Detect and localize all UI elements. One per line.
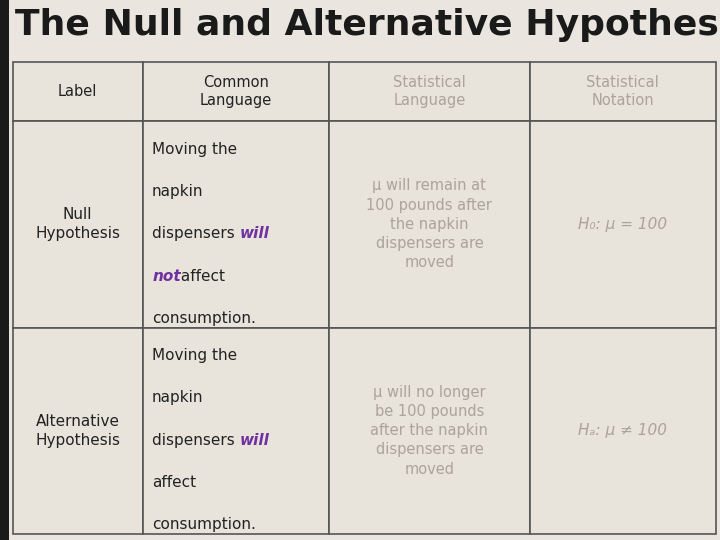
Bar: [329, 62, 530, 121]
Bar: [530, 121, 716, 327]
Text: affect: affect: [176, 268, 225, 284]
Text: The Null and Alternative Hypothesis: The Null and Alternative Hypothesis: [14, 8, 720, 42]
Bar: [329, 121, 530, 327]
Text: dispensers: dispensers: [152, 226, 240, 241]
Text: μ will remain at
100 pounds after
the napkin
dispensers are
moved: μ will remain at 100 pounds after the na…: [366, 178, 492, 270]
Bar: [143, 327, 329, 534]
Text: dispensers: dispensers: [152, 433, 240, 448]
Bar: [143, 121, 329, 327]
Text: Statistical
Language: Statistical Language: [393, 75, 466, 109]
Text: not: not: [152, 268, 181, 284]
Text: consumption.: consumption.: [152, 311, 256, 326]
Text: μ will no longer
be 100 pounds
after the napkin
dispensers are
moved: μ will no longer be 100 pounds after the…: [371, 385, 488, 477]
Text: Moving the: Moving the: [152, 141, 237, 157]
Bar: [13, 327, 143, 534]
Text: Statistical
Notation: Statistical Notation: [586, 75, 660, 109]
Text: consumption.: consumption.: [152, 517, 256, 532]
Bar: [530, 62, 716, 121]
Text: will: will: [240, 433, 269, 448]
Bar: [530, 327, 716, 534]
Text: will: will: [240, 226, 269, 241]
Bar: [13, 121, 143, 327]
Text: Label: Label: [58, 84, 97, 99]
Bar: [13, 62, 143, 121]
Text: affect: affect: [152, 475, 197, 490]
Text: napkin: napkin: [152, 390, 204, 406]
Bar: [329, 327, 530, 534]
Text: H₀: μ = 100: H₀: μ = 100: [578, 217, 667, 232]
Text: Alternative
Hypothesis: Alternative Hypothesis: [35, 414, 120, 448]
Bar: [143, 62, 329, 121]
Text: Moving the: Moving the: [152, 348, 237, 363]
Text: Common
Language: Common Language: [200, 75, 272, 109]
Text: napkin: napkin: [152, 184, 204, 199]
Text: Null
Hypothesis: Null Hypothesis: [35, 207, 120, 241]
Text: Hₐ: μ ≠ 100: Hₐ: μ ≠ 100: [578, 423, 667, 438]
Bar: [0, 0, 9, 540]
